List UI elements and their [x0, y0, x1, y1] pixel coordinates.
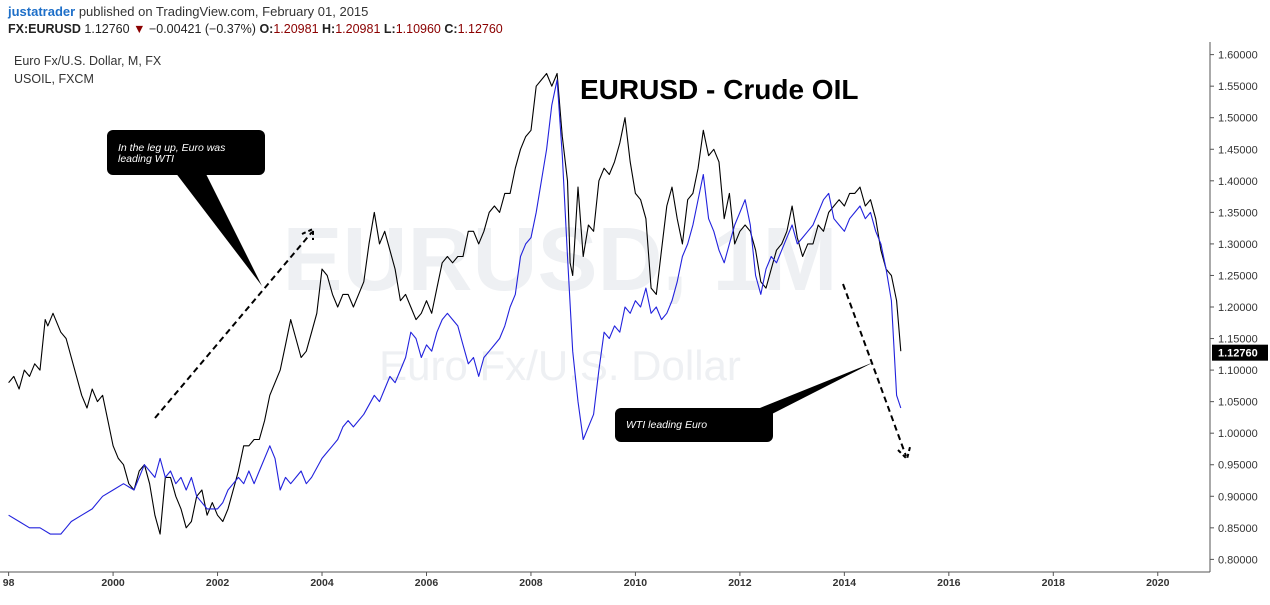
last-price-tag-label: 1.12760 — [1218, 348, 1258, 360]
y-tick-label: 0.95000 — [1218, 460, 1258, 472]
trend-arrow-down — [842, 283, 907, 457]
author-link[interactable]: justatrader — [8, 4, 76, 19]
y-tick-label: 0.80000 — [1218, 554, 1258, 566]
x-tick-label: 2018 — [1042, 577, 1066, 589]
open-value: 1.20981 — [273, 22, 319, 36]
callout-wti-leading-pointer — [755, 362, 874, 416]
series-layer — [8, 72, 902, 535]
x-tick-label: 2006 — [415, 577, 439, 589]
y-tick-label: 1.40000 — [1218, 176, 1258, 188]
y-tick-label: 1.50000 — [1218, 113, 1258, 125]
x-tick-label: 2010 — [624, 577, 648, 589]
low-value: 1.10960 — [395, 22, 441, 36]
y-tick-label: 1.15000 — [1218, 334, 1258, 346]
legend: Euro Fx/U.S. Dollar, M, FX USOIL, FXCM — [14, 52, 161, 88]
last-price: 1.12760 — [84, 22, 130, 36]
symbol-name: FX:EURUSD — [8, 22, 81, 36]
x-tick-label: 2000 — [101, 577, 125, 589]
axis-layer: 0.80000 0.85000 0.90000 0.95000 1.00000 1.050… — [0, 42, 1268, 589]
y-tick-label: 1.10000 — [1218, 365, 1258, 377]
x-tick-label: 2014 — [833, 577, 857, 589]
high-value: 1.20981 — [335, 22, 381, 36]
chart-svg[interactable]: EURUSD, 1M Euro Fx/U.S. Dollar 0.800000.… — [0, 40, 1270, 600]
x-tick-label: 2020 — [1146, 577, 1170, 589]
high-label: H: — [322, 22, 336, 36]
open-label: O: — [259, 22, 274, 36]
y-tick-label: 1.35000 — [1218, 207, 1258, 219]
callout-euro-leading-text: In the leg up, Euro was leading WTI — [118, 142, 226, 165]
watermark-symbol: EURUSD, 1M — [282, 210, 837, 310]
y-tick-label: 1.55000 — [1218, 81, 1258, 93]
quote-bar: FX:EURUSD 1.12760 ▼ −0.00421 (−0.37%) O:… — [8, 22, 503, 36]
x-tick-label: 2008 — [519, 577, 543, 589]
annotation-layer — [107, 130, 911, 461]
y-tick-label: 1.30000 — [1218, 239, 1258, 251]
close-value: 1.12760 — [457, 22, 503, 36]
x-tick-label: 2002 — [206, 577, 230, 589]
y-tick-label: 1.45000 — [1218, 144, 1258, 156]
y-tick-label: 0.90000 — [1218, 491, 1258, 503]
last-price-tag — [1212, 344, 1268, 361]
x-tick-label: 2016 — [937, 577, 961, 589]
publish-header: justatrader published on TradingView.com… — [0, 0, 1270, 40]
series-line-usoil — [8, 79, 902, 535]
y-tick-label: 1.60000 — [1218, 50, 1258, 62]
down-arrow-icon: ▼ — [133, 22, 146, 36]
publish-date: published on TradingView.com, February 0… — [78, 4, 369, 19]
y-tick-label: 1.25000 — [1218, 270, 1258, 282]
chart-title: EURUSD - Crude OIL — [580, 74, 859, 105]
legend-main-series[interactable]: Euro Fx/U.S. Dollar, M, FX — [14, 54, 162, 68]
callout-wti-leading[interactable] — [615, 408, 773, 442]
y-tick-label: 1.05000 — [1218, 397, 1258, 409]
x-tick-label: 98 — [3, 577, 15, 589]
low-label: L: — [383, 22, 396, 36]
y-tick-label: 1.20000 — [1218, 302, 1258, 314]
trend-arrow-up — [154, 231, 313, 419]
legend-compare-series[interactable]: USOIL, FXCM — [14, 72, 94, 86]
callout-euro-leading-pointer — [175, 172, 262, 286]
y-tick-label: 0.85000 — [1218, 523, 1258, 535]
watermark-name: Euro Fx/U.S. Dollar — [379, 342, 741, 389]
x-tick-label: 2004 — [310, 577, 334, 589]
price-change: −0.00421 (−0.37%) — [148, 22, 256, 36]
publish-info: justatrader published on TradingView.com… — [8, 4, 368, 19]
callout-wti-leading-text: WTI leading Euro — [626, 419, 708, 431]
x-tick-label: 2012 — [728, 577, 752, 589]
callout-euro-leading[interactable] — [107, 130, 265, 175]
y-tick-label: 1.00000 — [1218, 428, 1258, 440]
close-label: C: — [444, 22, 458, 36]
chart-area[interactable]: EURUSD, 1M Euro Fx/U.S. Dollar 0.80000 0.… — [0, 40, 1270, 600]
